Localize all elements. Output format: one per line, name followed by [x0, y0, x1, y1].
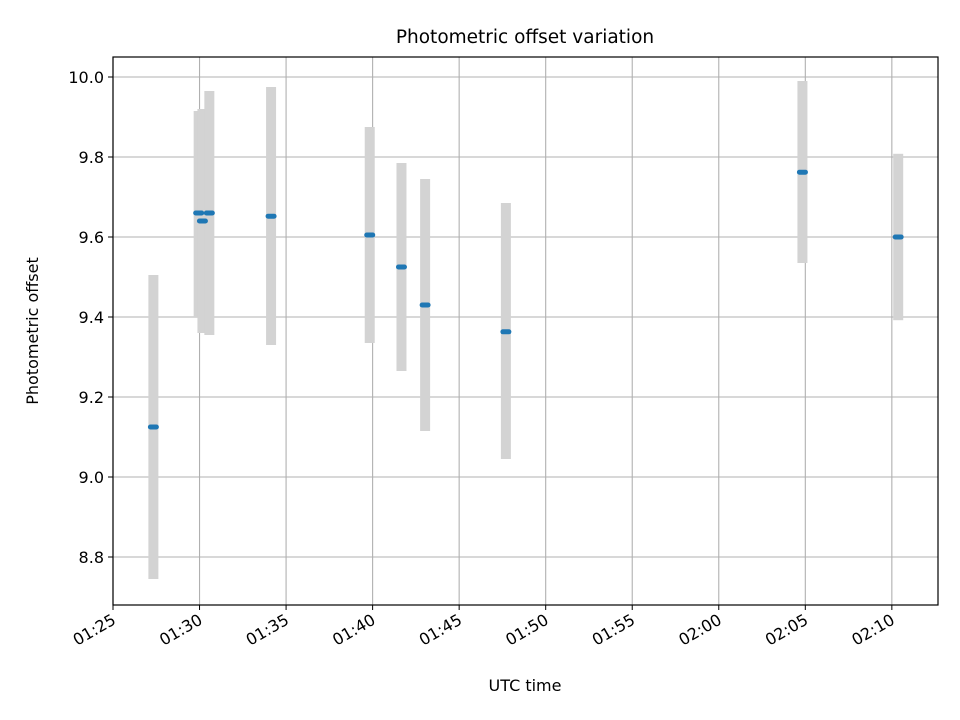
x-tick-label: 01:35 — [243, 610, 292, 650]
chart-title: Photometric offset variation — [396, 27, 654, 48]
y-tick-label: 9.4 — [79, 308, 104, 327]
x-tick-label: 01:25 — [70, 610, 119, 650]
y-tick-label: 9.2 — [79, 388, 104, 407]
x-tick-label: 01:45 — [416, 610, 465, 650]
x-tick-label: 02:00 — [675, 610, 724, 650]
data-point — [364, 232, 376, 238]
x-tick-label: 02:10 — [848, 610, 897, 650]
data-point — [147, 424, 159, 430]
data-point — [196, 218, 208, 224]
x-tick-label: 01:40 — [329, 610, 378, 650]
data-point — [892, 234, 904, 240]
data-point — [203, 210, 215, 216]
x-tick-label: 01:50 — [502, 610, 551, 650]
data-point — [193, 210, 205, 216]
y-tick-label: 9.8 — [79, 148, 104, 167]
y-tick-label: 9.0 — [79, 468, 104, 487]
y-axis-label: Photometric offset — [23, 257, 42, 405]
data-points — [147, 169, 904, 430]
y-tick-label: 8.8 — [79, 548, 104, 567]
grid — [112, 57, 938, 605]
y-axis: 8.8 9.0 9.2 9.4 9.6 9.8 10.0 — [68, 68, 113, 567]
plot-background — [113, 57, 938, 605]
x-tick-label: 01:30 — [156, 610, 205, 650]
data-point — [500, 329, 512, 335]
y-tick-label: 9.6 — [79, 228, 104, 247]
x-tick-label: 02:05 — [762, 610, 811, 650]
x-axis: 01:25 01:30 01:35 01:40 01:45 01:50 01:55 02:00… — [70, 605, 898, 650]
data-point — [265, 213, 277, 219]
data-point — [395, 264, 407, 270]
data-point — [419, 302, 431, 308]
x-axis-label: UTC time — [489, 676, 562, 695]
x-tick-label: 01:55 — [589, 610, 638, 650]
data-point — [796, 169, 808, 175]
y-tick-label: 10.0 — [68, 68, 104, 87]
plot-frame — [112, 56, 939, 606]
